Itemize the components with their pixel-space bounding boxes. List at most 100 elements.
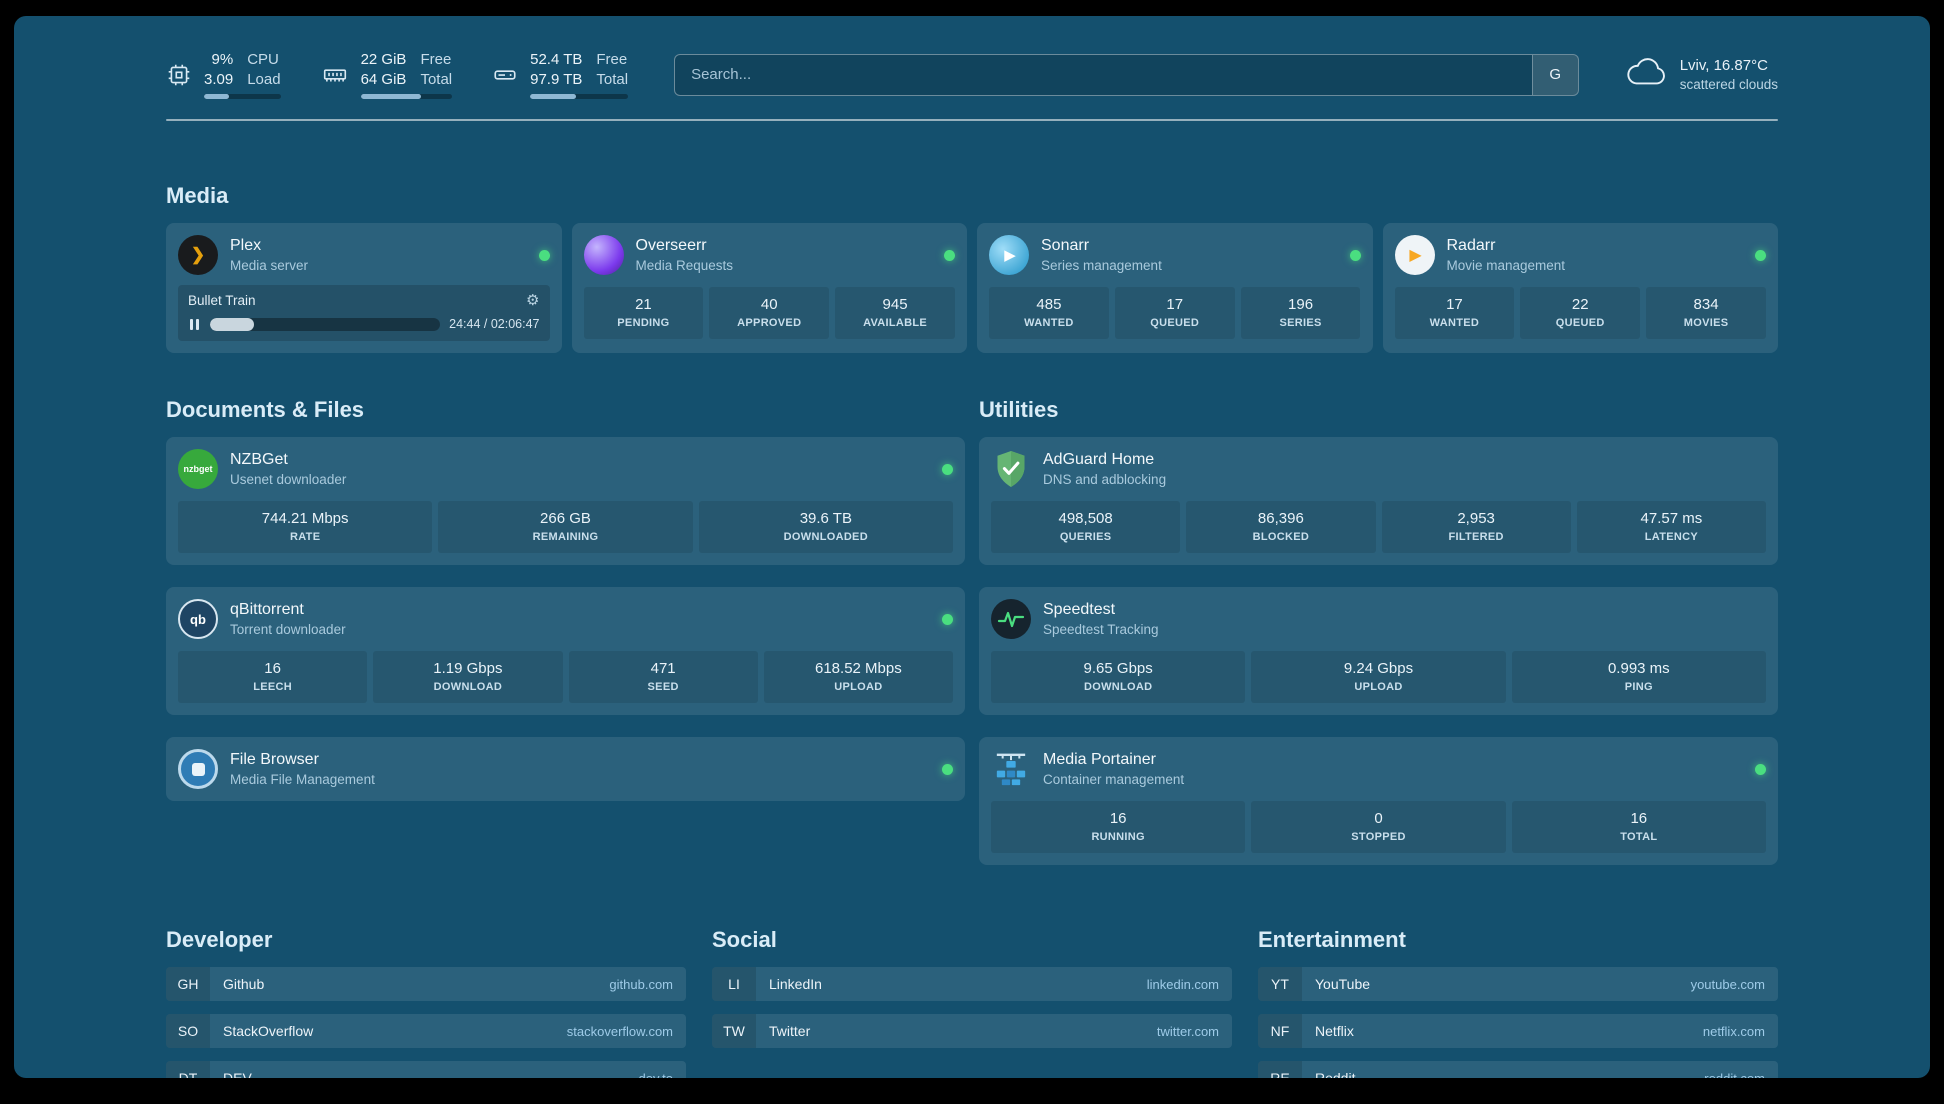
- now-playing-header: Bullet Train: [188, 293, 540, 308]
- bookmark-abbr: SO: [166, 1014, 210, 1048]
- playback-time: 24:44 / 02:06:47: [449, 317, 540, 331]
- adguard-stats: 498,508 QUERIES 86,396 BLOCKED 2,953 FIL…: [991, 501, 1766, 553]
- stat-queued: 17 QUEUED: [1114, 287, 1235, 339]
- service-desc: Speedtest Tracking: [1043, 622, 1159, 637]
- service-card-portainer[interactable]: Media Portainer Container management 16 …: [979, 737, 1778, 865]
- media-grid: Plex Media server Bullet Train: [166, 223, 1778, 353]
- plex-now-playing: Bullet Train 24:44 / 02:06:47: [178, 285, 550, 341]
- service-desc: Usenet downloader: [230, 472, 347, 487]
- stat-value: 17: [1446, 296, 1463, 313]
- bookmark-github[interactable]: GH Github github.com: [166, 967, 686, 1001]
- stat-total: 16 TOTAL: [1511, 801, 1766, 853]
- cpu-progress-fill: [204, 94, 230, 99]
- service-card-speedtest[interactable]: Speedtest Speedtest Tracking 9.65 Gbps D…: [979, 587, 1778, 715]
- stat-ping: 0.993 ms PING: [1511, 651, 1766, 703]
- stat-value: 39.6 TB: [799, 510, 852, 527]
- bookmark-abbr: YT: [1258, 967, 1302, 1001]
- bookmark-name: Twitter: [769, 1023, 811, 1039]
- stat-value: 196: [1288, 296, 1314, 313]
- section-title-entertainment: Entertainment: [1258, 927, 1406, 952]
- memory-readout: 22 GiB Free 64 GiB Total: [360, 50, 453, 99]
- status-dot: [538, 249, 550, 261]
- service-name: File Browser: [230, 751, 319, 768]
- status-dot: [942, 613, 953, 625]
- plex-titles: Plex Media server: [230, 237, 308, 273]
- stat-label: QUEUED: [1555, 317, 1605, 329]
- utilities-stack: AdGuard Home DNS and adblocking 498,508 …: [979, 437, 1778, 865]
- documents-stack: nzbget NZBGet Usenet downloader 744.21 M…: [166, 437, 965, 801]
- service-card-qbittorrent[interactable]: qb qBittorrent Torrent downloader 16 LEE…: [166, 587, 965, 715]
- stat-running: 16 RUNNING: [991, 801, 1246, 853]
- stat-movies: 834 MOVIES: [1646, 287, 1766, 339]
- stat-value: 485: [1036, 296, 1062, 313]
- service-card-adguard[interactable]: AdGuard Home DNS and adblocking 498,508 …: [979, 437, 1778, 565]
- bookmark-reddit[interactable]: RE Reddit reddit.com: [1258, 1061, 1778, 1078]
- bookmark-body: Twitter twitter.com: [756, 1014, 1232, 1048]
- settings-gear-icon[interactable]: [526, 293, 539, 308]
- bookmark-name: YouTube: [1315, 976, 1371, 992]
- portainer-crane-icon: [991, 749, 1031, 789]
- overseerr-head: Overseerr Media Requests: [583, 235, 955, 275]
- service-card-filebrowser[interactable]: File Browser Media File Management: [166, 737, 965, 801]
- stat-value: 17: [1166, 296, 1184, 313]
- status-dot: [1755, 763, 1766, 775]
- search-input[interactable]: [675, 54, 1532, 95]
- pause-button[interactable]: [188, 318, 201, 330]
- service-card-sonarr[interactable]: Sonarr Series management 485 WANTED 17 Q…: [977, 223, 1373, 353]
- bookmark-abbr: GH: [166, 967, 210, 1001]
- bookmark-youtube[interactable]: YT YouTube youtube.com: [1258, 967, 1778, 1001]
- bookmark-abbr: RE: [1258, 1061, 1302, 1078]
- cpu-icon: [166, 62, 192, 88]
- filebrowser-icon: [178, 749, 218, 789]
- status-dot: [1349, 249, 1361, 261]
- stat-label: DOWNLOAD: [1083, 681, 1153, 693]
- stat-download: 9.65 Gbps DOWNLOAD: [991, 651, 1246, 703]
- qbittorrent-titles: qBittorrent Torrent downloader: [230, 601, 346, 637]
- memory-free-label: Free: [420, 51, 452, 68]
- cloud-icon: [1625, 56, 1667, 93]
- service-card-overseerr[interactable]: Overseerr Media Requests 21 PENDING 40 A…: [571, 223, 967, 353]
- bookmark-twitter[interactable]: TW Twitter twitter.com: [712, 1014, 1232, 1048]
- stat-label: SERIES: [1279, 317, 1322, 329]
- search-bar: G: [674, 53, 1579, 96]
- stat-approved: 40 APPROVED: [709, 287, 830, 339]
- service-card-radarr[interactable]: Radarr Movie management 17 WANTED 22 QUE…: [1382, 223, 1778, 353]
- bookmark-netflix[interactable]: NF Netflix netflix.com: [1258, 1014, 1778, 1048]
- service-desc: DNS and adblocking: [1043, 472, 1167, 487]
- dashboard-content: 9% CPU 3.09 Load: [166, 16, 1778, 1078]
- now-playing-title: Bullet Train: [188, 293, 256, 308]
- stat-label: QUERIES: [1059, 531, 1112, 543]
- portainer-stats: 16 RUNNING 0 STOPPED 16 TOTAL: [991, 801, 1766, 853]
- service-card-nzbget[interactable]: nzbget NZBGet Usenet downloader 744.21 M…: [166, 437, 965, 565]
- stat-queries: 498,508 QUERIES: [991, 501, 1181, 553]
- stat-value: 471: [650, 660, 676, 677]
- cpu-usage-label: CPU: [247, 51, 279, 68]
- speedtest-stats: 9.65 Gbps DOWNLOAD 9.24 Gbps UPLOAD 0.99…: [991, 651, 1766, 703]
- stat-label: LATENCY: [1644, 531, 1698, 543]
- bookmark-name: Github: [223, 976, 265, 992]
- stat-value: 0: [1374, 810, 1383, 827]
- bookmark-body: Netflix netflix.com: [1302, 1014, 1778, 1048]
- stat-value: 945: [882, 296, 908, 313]
- cpu-usage-value: 9%: [211, 51, 234, 68]
- stat-queued: 22 QUEUED: [1520, 287, 1641, 339]
- stat-wanted: 17 WANTED: [1394, 287, 1515, 339]
- playback-progress-bar[interactable]: [210, 317, 441, 331]
- filebrowser-head: File Browser Media File Management: [178, 749, 953, 789]
- memory-total-label: Total: [420, 70, 453, 88]
- stat-value: 9.65 Gbps: [1083, 660, 1153, 677]
- memory-free-value: 22 GiB: [360, 51, 407, 68]
- disk-total-label: Total: [596, 70, 629, 88]
- bookmark-linkedin[interactable]: LI LinkedIn linkedin.com: [712, 967, 1232, 1001]
- disk-widget: 52.4 TB Free 97.9 TB Total: [492, 50, 629, 99]
- bookmark-dev[interactable]: DT DEV dev.to: [166, 1061, 686, 1078]
- stat-value: 834: [1693, 296, 1719, 313]
- bookmark-stackoverflow[interactable]: SO StackOverflow stackoverflow.com: [166, 1014, 686, 1048]
- bookmark-name: LinkedIn: [769, 976, 822, 992]
- stat-value: 47.57 ms: [1640, 510, 1703, 527]
- service-card-plex[interactable]: Plex Media server Bullet Train: [166, 223, 562, 353]
- service-name: Sonarr: [1041, 237, 1090, 254]
- service-desc: Container management: [1043, 772, 1185, 787]
- service-name: AdGuard Home: [1043, 451, 1155, 468]
- search-provider-button[interactable]: G: [1531, 54, 1578, 95]
